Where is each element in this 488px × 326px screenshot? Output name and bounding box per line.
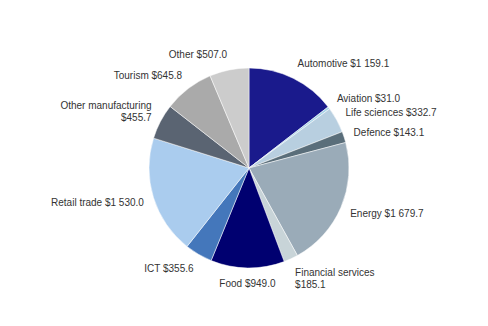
svg-text:Energy $1 679.7: Energy $1 679.7 (350, 208, 424, 219)
svg-text:Automotive $1 159.1: Automotive $1 159.1 (298, 58, 390, 69)
svg-text:Aviation $31.0: Aviation $31.0 (337, 93, 401, 104)
svg-text:Other $507.0: Other $507.0 (169, 49, 228, 60)
svg-text:Retail trade $1 530.0: Retail trade $1 530.0 (51, 197, 144, 208)
svg-text:Defence $143.1: Defence $143.1 (354, 127, 425, 138)
svg-text:Life sciences $332.7: Life sciences $332.7 (345, 107, 437, 118)
svg-text:Food $949.0: Food $949.0 (219, 278, 276, 289)
svg-text:Financial services$185.1: Financial services$185.1 (295, 267, 374, 290)
svg-text:ICT $355.6: ICT $355.6 (144, 263, 194, 274)
svg-text:Other manufacturing$455.7: Other manufacturing$455.7 (60, 100, 152, 123)
svg-text:Tourism $645.8: Tourism $645.8 (114, 70, 183, 81)
